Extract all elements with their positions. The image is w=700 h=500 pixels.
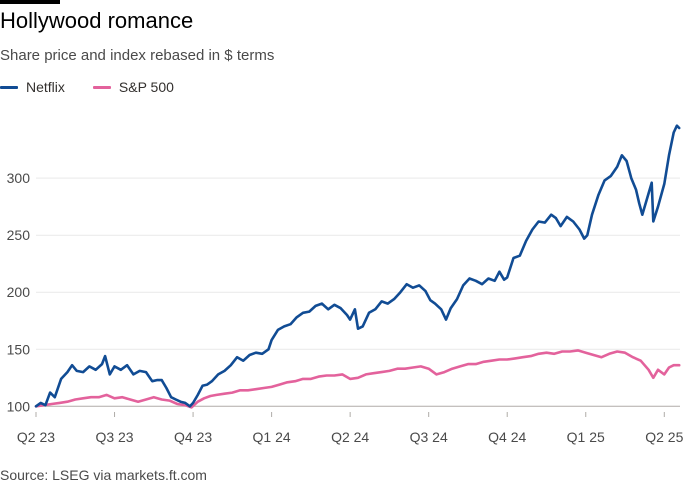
legend: Netflix S&P 500 (0, 79, 174, 95)
legend-swatch-sp500 (92, 85, 111, 89)
x-tick-label: Q2 23 (17, 429, 55, 445)
x-tick-label: Q4 23 (174, 429, 212, 445)
y-tick-label: 100 (7, 398, 31, 414)
legend-item-sp500: S&P 500 (92, 79, 174, 95)
series-line-netflix (34, 124, 681, 408)
series-line-sp500 (34, 349, 681, 409)
chart-title: Hollywood romance (0, 8, 194, 33)
top-rule (0, 0, 60, 4)
legend-swatch-netflix (0, 85, 18, 89)
x-tick-label: Q2 25 (645, 429, 683, 445)
source-note: Source: LSEG via markets.ft.com (0, 467, 207, 483)
legend-label-sp500: S&P 500 (118, 79, 174, 95)
x-tick-label: Q4 24 (488, 429, 526, 445)
x-tick-label: Q3 24 (410, 429, 448, 445)
y-tick-label: 200 (7, 284, 31, 300)
y-tick-label: 150 (7, 341, 31, 357)
x-tick-label: Q1 24 (253, 429, 291, 445)
x-tick-label: Q3 23 (95, 429, 133, 445)
legend-item-netflix: Netflix (0, 79, 65, 95)
x-tick-label: Q2 24 (331, 429, 369, 445)
legend-label-netflix: Netflix (26, 79, 65, 95)
chart-subtitle: Share price and index rebased in $ terms (0, 47, 275, 64)
y-tick-label: 300 (7, 170, 31, 186)
y-tick-label: 250 (7, 227, 31, 243)
x-tick-label: Q1 25 (567, 429, 605, 445)
